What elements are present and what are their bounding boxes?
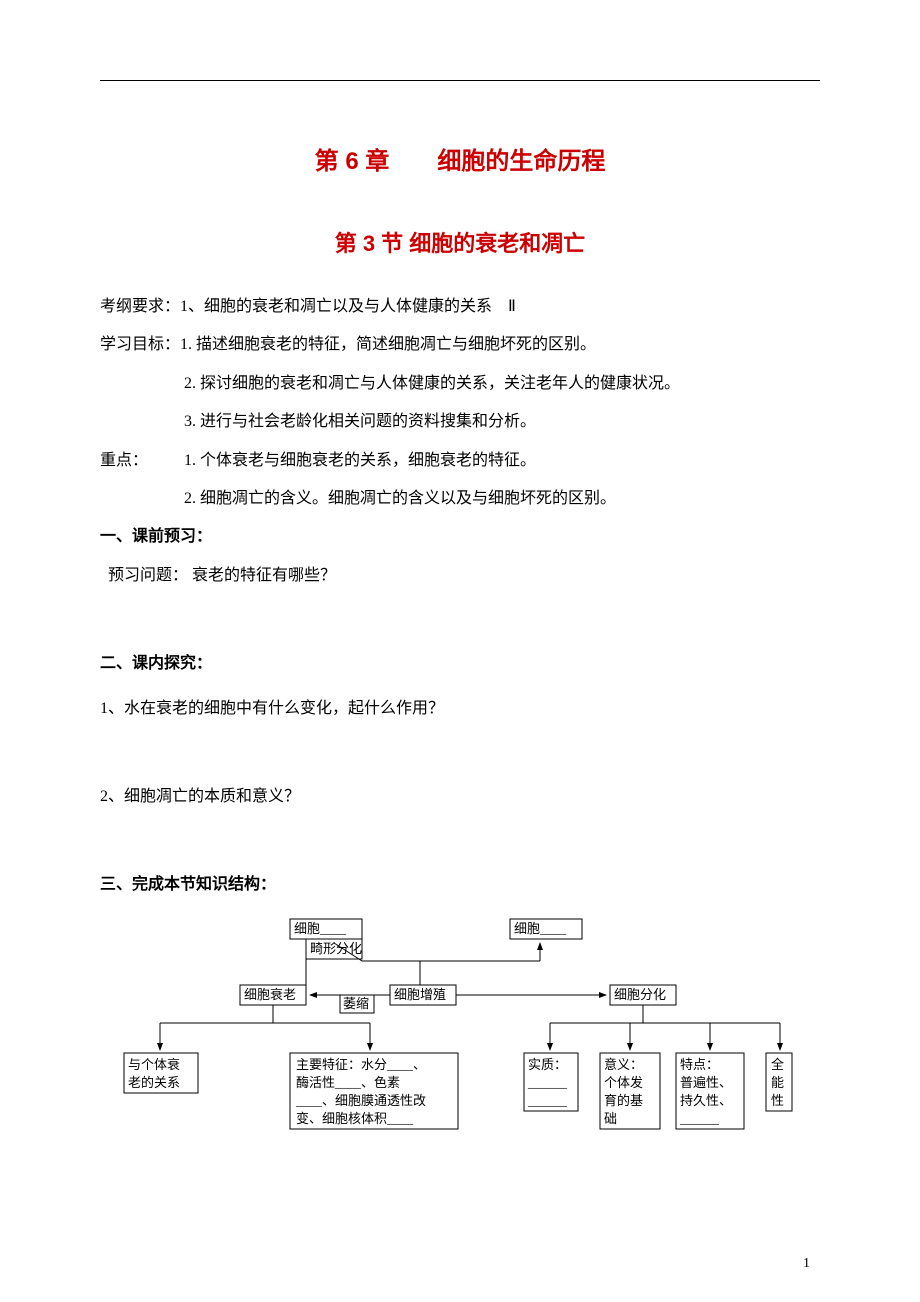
top-rule xyxy=(100,80,820,81)
document-page: 第 6 章 细胞的生命历程 第 3 节 细胞的衰老和凋亡 考纲要求：1、细胞的衰… xyxy=(0,0,920,1302)
keypoints-label: 重点： xyxy=(100,442,184,480)
concept-diagram: 细胞____ 畸形分化 细胞____ 细胞衰老 萎缩 细胞增殖 细胞分化 xyxy=(100,915,820,1150)
node-features-l2: 酶活性____、色素 xyxy=(296,1075,400,1090)
page-number: 1 xyxy=(803,1256,810,1272)
kp-2: 2. 细胞凋亡的含义。细胞凋亡的含义以及与细胞坏死的区别。 xyxy=(100,480,820,518)
node-trait-l3: 持久性、 xyxy=(680,1093,732,1108)
node-relation-l2: 老的关系 xyxy=(128,1075,180,1090)
node-trait-l1: 特点： xyxy=(680,1057,719,1072)
node-totipotency-l2: 能 xyxy=(771,1075,784,1090)
node-features-l1: 主要特征：水分____、 xyxy=(296,1057,426,1072)
node-totipotency-l1: 全 xyxy=(771,1057,784,1072)
inquiry-q2: 2、细胞凋亡的本质和意义？ xyxy=(100,778,820,816)
inquiry-q1: 1、水在衰老的细胞中有什么变化，起什么作用？ xyxy=(100,690,820,728)
node-relation-l1: 与个体衰 xyxy=(128,1057,180,1072)
node-essence-l2: ______ xyxy=(527,1075,568,1090)
label-qifenhua: 畸形分化 xyxy=(310,941,362,956)
node-totipotency-l3: 性 xyxy=(771,1093,784,1108)
req-label: 考纲要求： xyxy=(100,288,180,326)
kp-1: 1. 个体衰老与细胞衰老的关系，细胞衰老的特征。 xyxy=(184,452,536,469)
body-text: 考纲要求：1、细胞的衰老和凋亡以及与人体健康的关系 Ⅱ 学习目标：1. 描述细胞… xyxy=(100,288,820,905)
node-cell-blank-1: 细胞____ xyxy=(294,921,347,936)
node-features-l4: 变、细胞核体积____ xyxy=(296,1111,414,1126)
label-weisuo: 萎缩 xyxy=(343,996,369,1011)
node-essence-l1: 实质： xyxy=(528,1057,567,1072)
heading-2: 二、课内探究： xyxy=(100,645,820,683)
goals-line-1: 学习目标：1. 描述细胞衰老的特征，简述细胞凋亡与细胞坏死的区别。 xyxy=(100,326,820,364)
goal-2: 2. 探讨细胞的衰老和凋亡与人体健康的关系，关注老年人的健康状况。 xyxy=(100,365,820,403)
node-cell-blank-2: 细胞____ xyxy=(514,921,567,936)
node-meaning-l1: 意义： xyxy=(604,1057,643,1072)
node-meaning-l2: 个体发 xyxy=(604,1075,643,1090)
node-features-l3: ____、细胞膜通透性改 xyxy=(295,1093,426,1108)
goals-label: 学习目标： xyxy=(100,326,180,364)
node-cell-proliferation: 细胞增殖 xyxy=(394,987,446,1002)
node-trait-l2: 普遍性、 xyxy=(680,1075,732,1090)
node-essence-l3: ______ xyxy=(527,1093,568,1108)
section-title: 第 3 节 细胞的衰老和凋亡 xyxy=(100,226,820,258)
goal-1: 1. 描述细胞衰老的特征，简述细胞凋亡与细胞坏死的区别。 xyxy=(180,336,596,353)
heading-3: 三、完成本节知识结构： xyxy=(100,866,820,904)
node-trait-l4: ______ xyxy=(679,1111,720,1126)
node-cell-aging: 细胞衰老 xyxy=(244,987,296,1002)
goal-3: 3. 进行与社会老龄化相关问题的资料搜集和分析。 xyxy=(100,403,820,441)
node-cell-differentiation: 细胞分化 xyxy=(614,987,666,1002)
requirement-line: 考纲要求：1、细胞的衰老和凋亡以及与人体健康的关系 Ⅱ xyxy=(100,288,820,326)
keypoints-line-1: 重点：1. 个体衰老与细胞衰老的关系，细胞衰老的特征。 xyxy=(100,442,820,480)
node-meaning-l4: 础 xyxy=(604,1111,617,1126)
heading-1: 一、课前预习： xyxy=(100,518,820,556)
chapter-title: 第 6 章 细胞的生命历程 xyxy=(100,141,820,176)
preview-question: 预习问题： 衰老的特征有哪些？ xyxy=(100,557,820,595)
node-meaning-l3: 育的基 xyxy=(604,1093,643,1108)
req-1: 1、细胞的衰老和凋亡以及与人体健康的关系 Ⅱ xyxy=(180,298,516,315)
